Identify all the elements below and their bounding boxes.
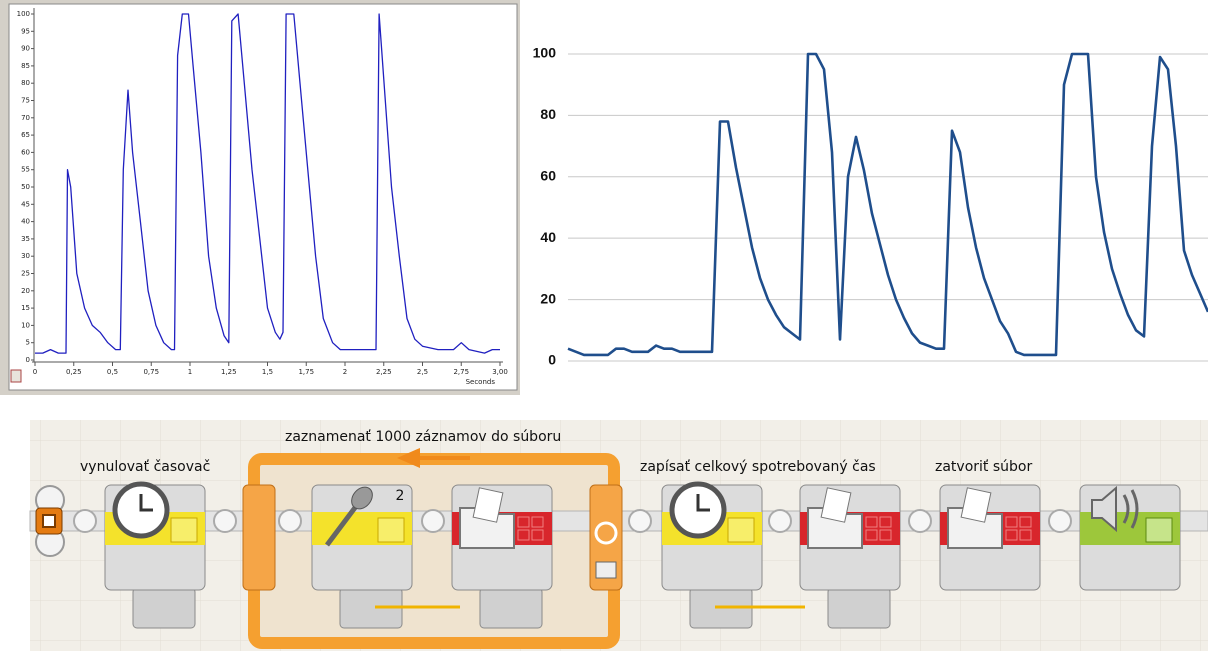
data-line xyxy=(568,54,1208,355)
y-tick-label: 75 xyxy=(21,97,30,105)
y-tick-label: 100 xyxy=(533,45,557,61)
beam-connector xyxy=(422,510,444,532)
screenshot: 0510152025303540455055606570758085909510… xyxy=(0,0,1208,651)
block-label: zapísať celkový spotrebovaný čas xyxy=(640,459,876,475)
beam-connector xyxy=(279,510,301,532)
x-tick-label: 2,75 xyxy=(453,368,469,376)
y-tick-label: 55 xyxy=(21,166,30,174)
y-tick-label: 70 xyxy=(21,114,30,122)
data-hub xyxy=(133,588,195,628)
y-tick-label: 95 xyxy=(21,27,30,35)
data-hub xyxy=(480,588,542,628)
y-tick-label: 40 xyxy=(21,218,30,226)
corner-button[interactable] xyxy=(11,370,21,382)
x-tick-label: 2 xyxy=(343,368,347,376)
y-tick-label: 35 xyxy=(21,235,30,243)
port-number: 2 xyxy=(396,488,405,504)
y-tick-label: 100 xyxy=(17,10,30,18)
beam-connector xyxy=(909,510,931,532)
left-chart: 0510152025303540455055606570758085909510… xyxy=(0,0,520,395)
y-tick-label: 60 xyxy=(540,167,556,183)
y-tick-label: 80 xyxy=(21,79,30,87)
loop-frame xyxy=(254,459,614,643)
x-tick-label: 1 xyxy=(188,368,192,376)
direction-icon xyxy=(171,518,197,542)
beam-connector xyxy=(769,510,791,532)
y-tick-label: 90 xyxy=(21,45,30,53)
x-tick-label: 1,75 xyxy=(298,368,314,376)
y-tick-label: 15 xyxy=(21,304,30,312)
start-icon xyxy=(43,515,55,527)
y-tick-label: 50 xyxy=(21,183,30,191)
x-tick-label: 2,5 xyxy=(417,368,428,376)
data-hub xyxy=(828,588,890,628)
block-label: zatvoriť súbor xyxy=(935,459,1032,475)
block-label: vynulovať časovač xyxy=(80,459,210,475)
y-tick-label: 85 xyxy=(21,62,30,70)
y-tick-label: 10 xyxy=(21,321,30,329)
y-tick-label: 20 xyxy=(540,290,556,306)
right-chart: 0 20 40 60 80 100 xyxy=(533,45,1208,368)
y-tick-label: 25 xyxy=(21,270,30,278)
y-tick-label: 65 xyxy=(21,131,30,139)
y-tick-label: 30 xyxy=(21,252,30,260)
x-tick-label: 0,25 xyxy=(66,368,82,376)
y-tick-label: 40 xyxy=(540,229,556,245)
x-tick-label: 0,5 xyxy=(107,368,118,376)
y-tick-label: 60 xyxy=(21,148,30,156)
y-tick-label: 0 xyxy=(26,356,30,364)
direction-icon xyxy=(1146,518,1172,542)
beam-connector xyxy=(1049,510,1071,532)
x-tick-label: 2,25 xyxy=(376,368,392,376)
x-tick-label: 0,75 xyxy=(143,368,159,376)
beam-connector xyxy=(74,510,96,532)
x-axis-label: Seconds xyxy=(466,378,496,386)
page: 0510152025303540455055606570758085909510… xyxy=(0,0,1208,651)
program: 2 vynulovať časovač zaznamenať 1000 záznam… xyxy=(30,420,1208,651)
x-tick-label: 3,00 xyxy=(492,368,508,376)
loop-counter xyxy=(596,562,616,578)
loop-start xyxy=(243,485,275,590)
plot-panel xyxy=(9,4,517,390)
y-tick-label: 45 xyxy=(21,200,30,208)
direction-icon xyxy=(728,518,754,542)
beam-connector xyxy=(214,510,236,532)
block-label: zaznamenať 1000 záznamov do súboru xyxy=(285,429,561,445)
y-tick-label: 5 xyxy=(26,339,30,347)
x-tick-label: 1,25 xyxy=(221,368,237,376)
y-tick-label: 80 xyxy=(540,106,556,122)
x-tick-label: 1,5 xyxy=(262,368,273,376)
beam-connector xyxy=(629,510,651,532)
y-tick-label: 20 xyxy=(21,287,30,295)
direction-icon xyxy=(378,518,404,542)
x-tick-label: 0 xyxy=(33,368,37,376)
y-tick-label: 0 xyxy=(548,352,556,368)
